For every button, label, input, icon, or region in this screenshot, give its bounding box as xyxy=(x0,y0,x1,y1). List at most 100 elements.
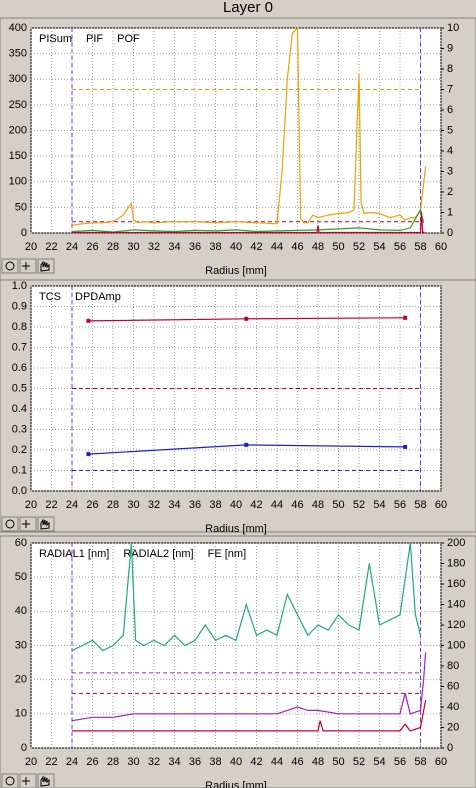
y2-tick-label: 0 xyxy=(447,742,453,754)
x-tick-label: 34 xyxy=(168,241,180,253)
y-tick-label: 0.5 xyxy=(12,382,27,394)
toolbar-button[interactable] xyxy=(1,258,19,274)
y-tick-label: 60 xyxy=(15,537,27,549)
x-tick-label: 58 xyxy=(414,241,426,253)
x-tick-label: 26 xyxy=(86,241,98,253)
x-axis-label: Radius [mm] xyxy=(205,523,267,535)
x-tick-label: 26 xyxy=(86,756,98,768)
x-tick-label: 44 xyxy=(271,756,283,768)
series-line xyxy=(71,208,425,233)
y-tick-label: 250 xyxy=(9,99,27,111)
y-tick-label: 400 xyxy=(9,22,27,34)
x-tick-label: 50 xyxy=(332,756,344,768)
y-tick-label: 10 xyxy=(15,708,27,720)
legend-entry: PIF xyxy=(86,33,103,45)
x-tick-label: 42 xyxy=(250,241,262,253)
y2-tick-label: 20 xyxy=(447,721,459,733)
y-tick-label: 40 xyxy=(15,605,27,617)
x-tick-label: 38 xyxy=(209,756,221,768)
x-tick-label: 22 xyxy=(45,756,57,768)
legend-entry: RADIAL1 [nm] xyxy=(39,548,109,560)
x-tick-label: 30 xyxy=(127,241,139,253)
x-tick-label: 60 xyxy=(435,499,447,511)
y-tick-label: 300 xyxy=(9,73,27,85)
y-tick-label: 0.1 xyxy=(12,464,27,476)
x-tick-label: 60 xyxy=(435,241,447,253)
x-tick-label: 28 xyxy=(107,756,119,768)
pan-icon xyxy=(22,262,30,270)
y2-tick-label: 100 xyxy=(447,639,465,651)
y-tick-label: 1.0 xyxy=(12,280,27,292)
y-tick-label: 0.8 xyxy=(12,321,27,333)
x-tick-label: 52 xyxy=(353,499,365,511)
toolbar xyxy=(1,516,55,532)
series-line xyxy=(71,652,427,722)
series-line xyxy=(72,700,427,732)
legend-entry: FE [nm] xyxy=(208,548,247,560)
y2-tick-label: 180 xyxy=(447,557,465,569)
y2-tick-label: 80 xyxy=(447,660,459,672)
series-line xyxy=(71,542,422,652)
point-marker xyxy=(244,316,249,321)
y2-tick-label: 140 xyxy=(447,598,465,610)
x-tick-label: 58 xyxy=(414,499,426,511)
legend-entry: POF xyxy=(117,33,140,45)
x-tick-label: 56 xyxy=(394,499,406,511)
y-tick-label: 100 xyxy=(9,176,27,188)
y2-tick-label: 9 xyxy=(447,42,453,54)
x-tick-label: 22 xyxy=(45,499,57,511)
x-tick-label: 60 xyxy=(435,756,447,768)
y2-tick-label: 1 xyxy=(447,206,453,218)
x-tick-label: 50 xyxy=(332,241,344,253)
x-tick-label: 42 xyxy=(250,756,262,768)
x-tick-label: 36 xyxy=(189,241,201,253)
pan-icon xyxy=(22,520,30,528)
legend-entry: PISum xyxy=(39,33,72,45)
zoom-icon xyxy=(5,776,15,786)
x-tick-label: 34 xyxy=(168,499,180,511)
x-tick-label: 52 xyxy=(353,241,365,253)
hand-icon xyxy=(40,775,50,787)
x-tick-label: 38 xyxy=(209,241,221,253)
hand-icon xyxy=(40,518,50,530)
x-tick-label: 28 xyxy=(107,241,119,253)
y2-tick-label: 3 xyxy=(447,165,453,177)
y2-tick-label: 10 xyxy=(447,22,459,34)
x-axis-label: Radius [mm] xyxy=(205,780,267,788)
x-tick-label: 34 xyxy=(168,756,180,768)
x-tick-label: 42 xyxy=(250,499,262,511)
y2-tick-label: 6 xyxy=(447,104,453,116)
y2-tick-label: 2 xyxy=(447,186,453,198)
y-tick-label: 0.0 xyxy=(12,485,27,497)
x-tick-label: 48 xyxy=(312,241,324,253)
zoom-icon xyxy=(5,519,15,529)
x-tick-label: 54 xyxy=(373,499,385,511)
legend-entry: DPDAmp xyxy=(75,291,121,303)
x-tick-label: 44 xyxy=(271,499,283,511)
x-tick-label: 22 xyxy=(45,241,57,253)
y-tick-label: 50 xyxy=(15,571,27,583)
toolbar-button[interactable] xyxy=(1,773,19,788)
y2-tick-label: 40 xyxy=(447,701,459,713)
point-marker xyxy=(86,318,91,323)
series-line xyxy=(71,26,427,226)
y-tick-label: 200 xyxy=(9,124,27,136)
y2-tick-label: 0 xyxy=(447,227,453,239)
x-tick-label: 48 xyxy=(312,499,324,511)
toolbar-button[interactable] xyxy=(1,516,19,532)
toolbar xyxy=(1,773,55,788)
y-tick-label: 20 xyxy=(15,674,27,686)
toolbar xyxy=(1,258,55,274)
legend-entry: TCS xyxy=(39,291,61,303)
x-tick-label: 30 xyxy=(127,756,139,768)
x-tick-label: 40 xyxy=(230,241,242,253)
x-tick-label: 36 xyxy=(189,499,201,511)
x-tick-label: 32 xyxy=(148,499,160,511)
y2-tick-label: 120 xyxy=(447,619,465,631)
hand-icon xyxy=(40,260,50,272)
point-marker xyxy=(403,444,408,449)
zoom-icon xyxy=(5,261,15,271)
y-tick-label: 50 xyxy=(15,201,27,213)
y-tick-label: 0.4 xyxy=(12,403,27,415)
